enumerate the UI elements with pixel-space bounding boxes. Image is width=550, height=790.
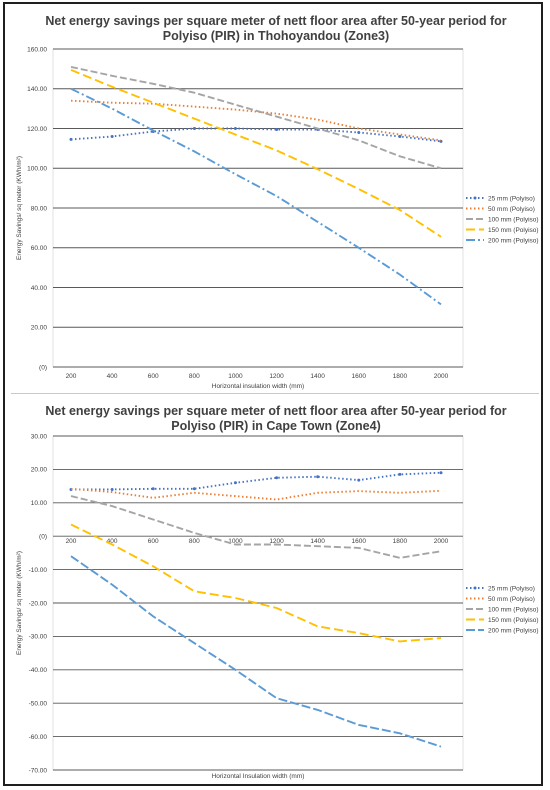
- data-point: [233, 481, 237, 485]
- legend-label: 50 mm (Polyiso): [488, 206, 535, 213]
- legend-label: 150 mm (Polyiso): [488, 617, 539, 624]
- chart-title: Net energy savings per square meter of n…: [41, 404, 511, 434]
- chart-title-line2: Polyiso (PIR) in Thohoyandou (Zone3): [162, 29, 390, 43]
- y-tick-label: -10.00: [29, 567, 48, 574]
- x-tick-label: 2000: [434, 373, 449, 380]
- data-point: [357, 478, 361, 482]
- y-tick-label: -50.00: [29, 701, 48, 708]
- data-point: [316, 475, 320, 479]
- x-tick-label: 1200: [269, 373, 284, 380]
- figure-frame: Net energy savings per square meter of n…: [3, 2, 543, 786]
- data-point: [439, 471, 443, 475]
- x-tick-label: 1000: [228, 373, 243, 380]
- series-line: [70, 495, 442, 559]
- chart-title-line1: Net energy savings per square meter of n…: [45, 404, 507, 418]
- y-tick-label: 20.00: [31, 325, 48, 332]
- data-point: [69, 137, 73, 141]
- data-point: [192, 487, 196, 491]
- y-tick-label: 120.00: [27, 126, 47, 133]
- x-tick-label: 600: [148, 373, 159, 380]
- data-point: [110, 134, 114, 138]
- series-line: [70, 127, 442, 143]
- series-line: [70, 69, 442, 238]
- legend-label: 25 mm (Polyiso): [488, 585, 535, 592]
- series-line: [71, 471, 442, 491]
- series-line: [70, 555, 442, 748]
- data-point: [110, 487, 114, 491]
- line-chart-svg: -70.00 -60.00 -50.00 -40.00 -30.00 -20.00 -10.…: [16, 433, 539, 780]
- legend-label: 25 mm (Polyiso): [488, 195, 535, 202]
- series-line: [70, 99, 442, 142]
- x-tick-label: 200: [66, 538, 77, 545]
- legend-marker: [473, 196, 477, 200]
- x-tick-label: 800: [189, 373, 200, 380]
- series-line: [70, 487, 442, 501]
- legend-label: 100 mm (Polyiso): [488, 606, 539, 613]
- data-point: [233, 127, 237, 130]
- x-tick-label: 1400: [310, 538, 325, 545]
- y-tick-label: 10.00: [31, 500, 48, 507]
- legend-label: 200 mm (Polyiso): [488, 627, 539, 634]
- line-chart-svg: (0) 20.00 40.00 60.00 80.00 100.00 120.00 140.0…: [16, 46, 539, 390]
- x-tick-label: 400: [107, 538, 118, 545]
- chart-panel-thohoyandou: Net energy savings per square meter of n…: [11, 8, 539, 394]
- y-tick-label: 80.00: [31, 205, 48, 212]
- y-tick-label: 40.00: [31, 285, 48, 292]
- legend-marker: [473, 586, 477, 590]
- x-tick-label: 2000: [434, 538, 449, 545]
- x-tick-label: 1800: [393, 373, 408, 380]
- x-tick-label: 1800: [393, 538, 408, 545]
- y-tick-label: 20.00: [31, 467, 48, 474]
- y-axis-label: Energy Savings/ sq meter (KWh/m²): [16, 156, 23, 260]
- x-tick-label: 200: [66, 373, 77, 380]
- data-point: [275, 476, 279, 480]
- y-tick-label: 100.00: [27, 166, 47, 173]
- y-axis-label: Energy Savings/ sq meter (KWh/m²): [16, 551, 23, 655]
- y-tick-label: 160.00: [27, 46, 47, 53]
- x-tick-label: 1600: [352, 373, 367, 380]
- x-axis-label: Horizontal insulation width (mm): [212, 383, 304, 390]
- chart-panel-cape-town: Net energy savings per square meter of n…: [11, 400, 539, 780]
- data-point: [192, 127, 196, 130]
- series-line: [70, 65, 442, 170]
- x-tick-label: 400: [107, 373, 118, 380]
- x-tick-label: 1600: [352, 538, 367, 545]
- y-tick-label: 60.00: [31, 245, 48, 252]
- x-tick-label: 1200: [269, 538, 284, 545]
- y-tick-label: -60.00: [29, 734, 48, 741]
- data-point: [398, 472, 402, 476]
- y-tick-label: -20.00: [29, 600, 48, 607]
- chart-title: Net energy savings per square meter of n…: [41, 14, 511, 44]
- data-point: [151, 487, 155, 491]
- legend-label: 150 mm (Polyiso): [488, 227, 539, 234]
- y-tick-label: -40.00: [29, 667, 48, 674]
- data-point: [275, 127, 279, 131]
- y-tick-label: -70.00: [29, 767, 48, 774]
- y-tick-label: 140.00: [27, 86, 47, 93]
- x-tick-label: 1400: [310, 373, 325, 380]
- chart-title-line1: Net energy savings per square meter of n…: [45, 14, 507, 28]
- legend-label: 50 mm (Polyiso): [488, 596, 535, 603]
- x-tick-label: 600: [148, 538, 159, 545]
- y-tick-label: 30.00: [31, 433, 48, 440]
- x-axis-label: Horizontal Insulation width (mm): [212, 773, 305, 780]
- y-tick-label: (0): [39, 364, 47, 371]
- legend-label: 100 mm (Polyiso): [488, 216, 539, 223]
- y-tick-label: (0): [39, 534, 47, 541]
- data-point: [357, 130, 361, 134]
- data-point: [398, 134, 402, 138]
- x-tick-label: 800: [189, 538, 200, 545]
- series-line: [70, 523, 442, 643]
- series-line: [70, 87, 442, 306]
- legend-label: 200 mm (Polyiso): [488, 237, 539, 244]
- chart-title-line2: Polyiso (PIR) in Cape Town (Zone4): [171, 419, 381, 433]
- y-tick-label: -30.00: [29, 634, 48, 641]
- x-tick-label: 1000: [228, 538, 243, 545]
